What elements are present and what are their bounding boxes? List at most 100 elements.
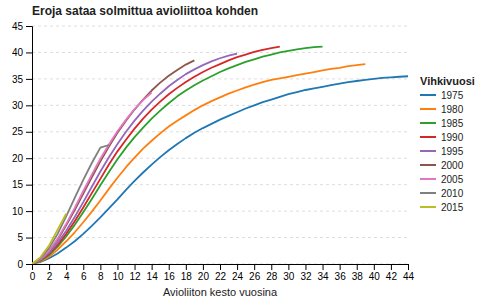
x-tick-label: 8	[98, 271, 104, 282]
series-line	[32, 47, 323, 264]
x-tick: 8	[98, 264, 104, 282]
x-tick-label: 14	[147, 271, 159, 282]
x-axis-line	[33, 265, 409, 271]
x-axis-title: Avioliiton kesto vuosina	[163, 286, 278, 298]
grid-line	[32, 211, 408, 212]
legend-swatch	[420, 192, 436, 194]
x-tick-mark	[203, 264, 204, 270]
x-tick: 30	[283, 264, 295, 282]
x-tick-label: 6	[81, 271, 87, 282]
y-axis-line	[26, 27, 33, 265]
x-axis: 0246810121416182022242628303234363840424…	[30, 264, 415, 282]
x-tick-mark	[374, 264, 375, 270]
x-tick-label: 22	[215, 271, 227, 282]
x-tick-label: 24	[232, 271, 244, 282]
y-tick: 30	[12, 100, 32, 111]
grid-line	[32, 78, 408, 79]
y-tick-label: 40	[12, 47, 24, 58]
legend-label: 1995	[441, 146, 464, 157]
y-tick-label: 5	[17, 232, 23, 243]
legend-swatch	[420, 136, 436, 138]
legend-item: 1995	[420, 146, 464, 157]
legend-swatch	[420, 94, 436, 96]
grid-line	[32, 26, 408, 27]
plot-area	[32, 47, 408, 264]
series-line	[32, 54, 237, 264]
grid-line	[32, 52, 408, 53]
x-tick: 38	[352, 264, 364, 282]
y-tick-mark	[26, 79, 32, 80]
x-tick: 18	[181, 264, 193, 282]
y-tick-label: 15	[12, 179, 24, 190]
x-tick-mark	[254, 264, 255, 270]
y-tick-mark	[26, 185, 32, 186]
y-tick: 10	[12, 206, 32, 217]
grid	[32, 26, 408, 264]
x-tick-label: 10	[112, 271, 124, 282]
x-tick-label: 18	[181, 271, 193, 282]
y-tick-mark	[26, 105, 32, 106]
series-line	[32, 60, 194, 264]
series-line	[32, 76, 408, 264]
x-tick: 0	[30, 264, 36, 282]
x-tick-mark	[135, 264, 136, 270]
x-tick-mark	[49, 264, 50, 270]
x-tick: 34	[317, 264, 329, 282]
legend-label: 2015	[441, 202, 464, 213]
x-tick: 28	[266, 264, 278, 282]
x-tick-mark	[169, 264, 170, 270]
y-tick: 35	[12, 74, 32, 85]
x-tick: 40	[369, 264, 381, 282]
x-tick: 32	[300, 264, 312, 282]
grid-line	[32, 237, 408, 238]
x-tick-mark	[408, 264, 409, 270]
y-axis: 051015202530354045	[12, 21, 33, 270]
x-tick-label: 38	[352, 271, 364, 282]
y-tick: 15	[12, 179, 32, 190]
legend-item: 2000	[420, 160, 464, 171]
x-tick-label: 12	[129, 271, 141, 282]
x-tick: 16	[164, 264, 176, 282]
y-tick-label: 10	[12, 206, 24, 217]
x-tick-mark	[288, 264, 289, 270]
legend-item: 1980	[420, 104, 464, 115]
legend-swatch	[420, 122, 436, 124]
y-tick: 20	[12, 153, 32, 164]
x-tick-label: 36	[335, 271, 347, 282]
grid-line	[32, 105, 408, 106]
legend-label: 1975	[441, 90, 464, 101]
grid-line	[32, 158, 408, 159]
x-tick: 44	[403, 264, 415, 282]
legend-label: 2005	[441, 174, 464, 185]
x-tick-label: 4	[64, 271, 70, 282]
x-tick: 4	[64, 264, 70, 282]
chart-container: 0246810121416182022242628303234363840424…	[0, 0, 492, 302]
x-tick: 2	[47, 264, 53, 282]
x-tick: 42	[386, 264, 398, 282]
x-tick: 14	[147, 264, 159, 282]
x-tick-mark	[237, 264, 238, 270]
x-tick-mark	[357, 264, 358, 270]
x-tick-mark	[117, 264, 118, 270]
legend-swatch	[420, 150, 436, 152]
x-tick: 20	[198, 264, 210, 282]
legend-label: 1985	[441, 118, 464, 129]
y-tick-label: 35	[12, 74, 24, 85]
series-line	[32, 93, 152, 264]
x-tick-mark	[391, 264, 392, 270]
x-tick: 36	[335, 264, 347, 282]
x-tick-label: 44	[403, 271, 415, 282]
legend-item: 2005	[420, 174, 464, 185]
y-tick: 0	[17, 259, 32, 270]
x-tick-mark	[271, 264, 272, 270]
x-tick-label: 32	[300, 271, 312, 282]
y-tick: 25	[12, 126, 32, 137]
series-line	[32, 145, 109, 264]
x-tick: 10	[112, 264, 124, 282]
y-tick-mark	[26, 132, 32, 133]
chart-svg: 0246810121416182022242628303234363840424…	[0, 0, 492, 302]
y-tick: 5	[17, 232, 32, 243]
series-line	[32, 64, 365, 264]
x-tick-mark	[83, 264, 84, 270]
y-tick: 40	[12, 47, 32, 58]
